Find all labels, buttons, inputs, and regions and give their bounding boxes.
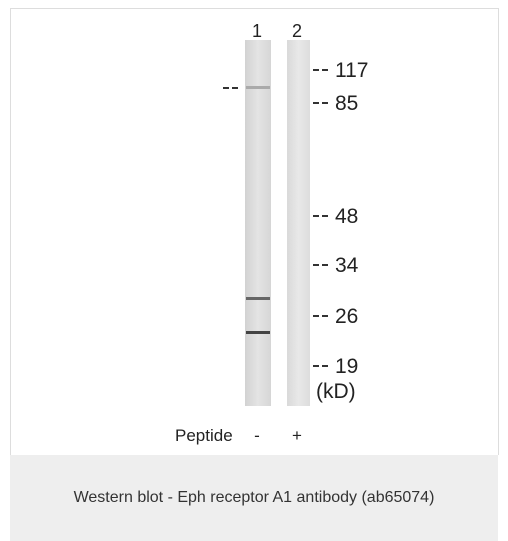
marker-label: 34 [335,254,359,277]
band [246,297,270,300]
blot-figure: 1 2 117 85 48 34 26 19 (kD) Peptide - + [0,0,508,455]
lane-2 [287,40,310,406]
page: 1 2 117 85 48 34 26 19 (kD) Peptide - + Weste… [0,0,508,541]
lane-label: 2 [292,21,302,41]
lane-1 [245,40,271,406]
treatment: - [254,426,260,445]
band [246,86,270,89]
treatment: + [292,426,302,445]
marker-label: 19 [335,355,358,378]
marker-label: 48 [335,205,358,228]
band [246,331,270,334]
caption: Western blot - Eph receptor A1 antibody … [10,455,498,541]
marker-label: 26 [335,305,358,328]
marker-label: 117 [335,59,368,82]
marker-label: 85 [335,92,358,115]
lane-label: 1 [252,21,262,41]
unit-label: (kD) [316,380,356,403]
treatment-label: Peptide [175,426,233,445]
